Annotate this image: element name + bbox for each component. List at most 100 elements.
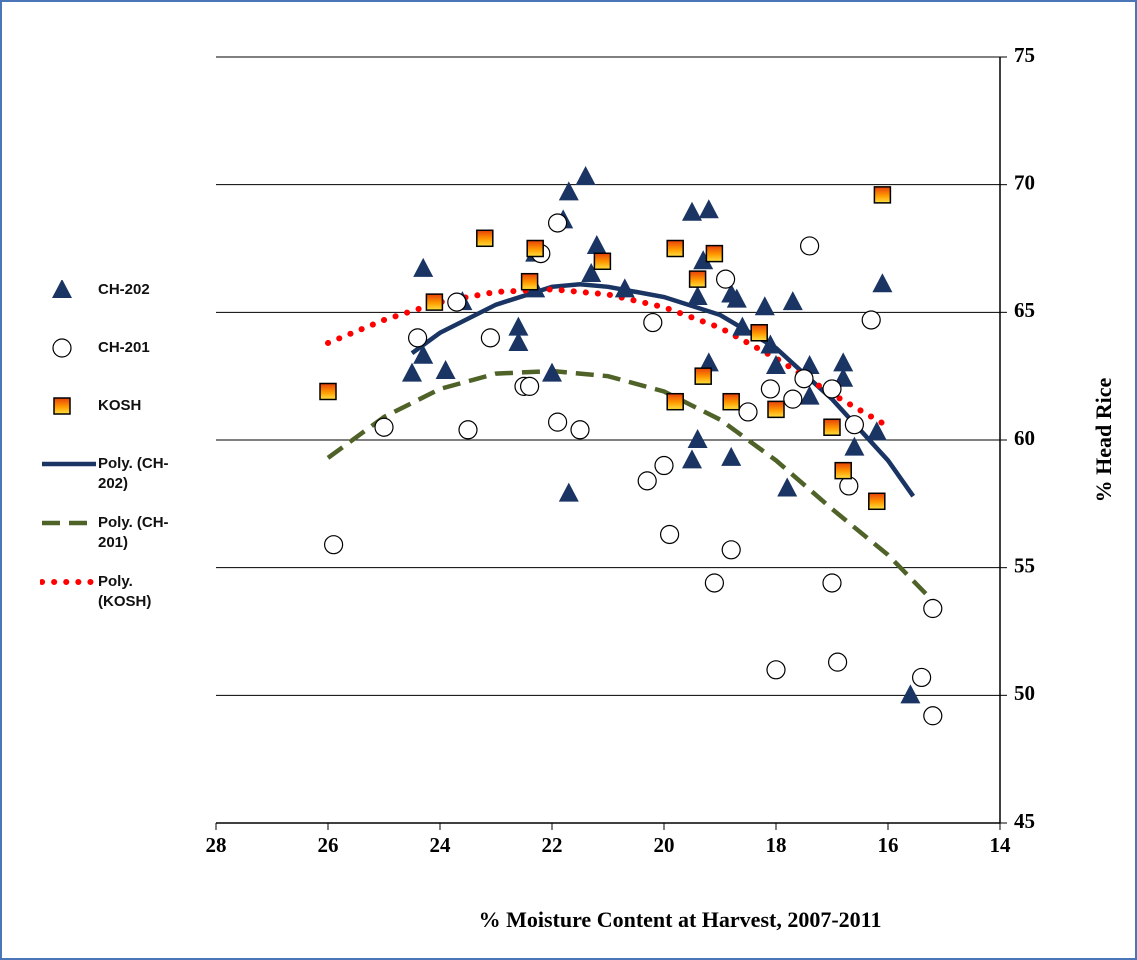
triangle-point xyxy=(682,201,702,221)
legend-item: Poly. (KOSH) xyxy=(40,572,210,612)
square-point xyxy=(688,270,707,288)
triangle-point xyxy=(732,316,753,336)
legend-item: CH-202 xyxy=(40,280,210,300)
square-point xyxy=(593,252,612,271)
legend-item: Poly. (CH-202) xyxy=(40,454,210,494)
circle-point xyxy=(911,667,932,688)
circle-point xyxy=(408,328,428,348)
triangle-point xyxy=(402,362,422,382)
legend-swatch xyxy=(42,461,96,467)
legend-swatch xyxy=(42,520,96,526)
circle-point xyxy=(822,379,842,399)
triangle-point xyxy=(698,352,719,372)
triangle-point xyxy=(777,477,798,497)
triangle-point xyxy=(833,352,854,372)
trend-line xyxy=(325,286,889,428)
square-point xyxy=(666,392,684,411)
triangle-point xyxy=(508,331,529,351)
circle-point xyxy=(721,540,741,560)
circle-point xyxy=(822,573,842,593)
circle-point xyxy=(547,412,568,432)
y-tick-label: 60 xyxy=(1014,426,1035,450)
legend-label: Poly. (KOSH) xyxy=(98,573,152,610)
square-point xyxy=(705,244,724,263)
triangle-point xyxy=(721,446,742,466)
y-tick-label: 65 xyxy=(1014,298,1035,322)
square-point xyxy=(873,186,892,204)
square-point xyxy=(520,272,539,291)
square-point xyxy=(868,492,886,511)
triangle-point xyxy=(575,166,596,186)
triangle-point xyxy=(581,263,602,283)
triangle-point xyxy=(413,344,434,364)
circle-point xyxy=(715,269,736,289)
square-point xyxy=(750,324,768,342)
circle-point xyxy=(923,598,943,619)
legend-swatch xyxy=(52,280,72,298)
triangle-point xyxy=(558,482,579,502)
triangle-point xyxy=(413,257,434,277)
x-tick-label: 22 xyxy=(542,833,563,857)
circle-point xyxy=(519,376,540,396)
circle-point xyxy=(923,706,943,726)
circle-point xyxy=(480,328,500,348)
legend-swatch xyxy=(52,338,72,358)
circle-point xyxy=(547,213,568,233)
triangle-point xyxy=(799,385,820,405)
x-axis-title: % Moisture Content at Harvest, 2007-2011 xyxy=(479,907,882,932)
trend-line xyxy=(410,281,916,498)
legend-label: CH-201 xyxy=(98,339,150,356)
x-tick-label: 26 xyxy=(318,833,339,857)
y-tick-label: 50 xyxy=(1014,681,1035,705)
square-point xyxy=(53,397,71,415)
square-point xyxy=(425,293,444,311)
circle-point xyxy=(659,524,680,545)
circle-point xyxy=(643,312,663,333)
x-tick-label: 24 xyxy=(430,833,452,857)
circle-point xyxy=(654,455,674,476)
x-tick-label: 14 xyxy=(990,833,1012,857)
x-tick-label: 18 xyxy=(766,833,787,857)
legend-item: KOSH xyxy=(40,396,210,416)
legend-swatch xyxy=(40,579,98,585)
triangle-point xyxy=(760,334,781,354)
square-point xyxy=(823,418,841,436)
square-point xyxy=(319,382,337,401)
circle-point xyxy=(794,369,814,389)
legend-swatch xyxy=(53,397,71,415)
triangle-point xyxy=(693,250,714,270)
square-point xyxy=(694,367,712,385)
y-tick-label: 70 xyxy=(1014,170,1035,194)
circle-point xyxy=(704,573,725,593)
triangle-point xyxy=(844,436,865,456)
circle-point xyxy=(827,652,848,672)
triangle-point xyxy=(558,181,579,201)
triangle-point xyxy=(687,429,708,448)
triangle-point xyxy=(698,199,719,219)
legend-item: Poly. (CH-201) xyxy=(40,513,210,553)
y-tick-label: 45 xyxy=(1014,809,1035,833)
circle-point xyxy=(799,236,820,256)
circle-point xyxy=(766,660,786,680)
y-axis-title: % Head Rice xyxy=(1091,377,1116,502)
circle-point xyxy=(447,292,467,312)
triangle-point xyxy=(782,291,803,311)
circle-point xyxy=(570,420,590,440)
triangle-point xyxy=(766,354,786,374)
x-tick-label: 20 xyxy=(654,833,675,857)
triangle-point xyxy=(900,684,921,704)
triangle-point xyxy=(52,280,72,298)
triangle-point xyxy=(586,234,607,254)
y-tick-label: 75 xyxy=(1014,43,1035,67)
square-point xyxy=(526,239,544,258)
circle-point xyxy=(324,535,344,555)
y-tick-label: 55 xyxy=(1014,553,1035,577)
circle-point xyxy=(861,310,881,330)
circle-point xyxy=(760,379,781,399)
triangle-point xyxy=(508,316,529,336)
circle-point xyxy=(783,389,803,409)
circle-point xyxy=(839,476,859,496)
